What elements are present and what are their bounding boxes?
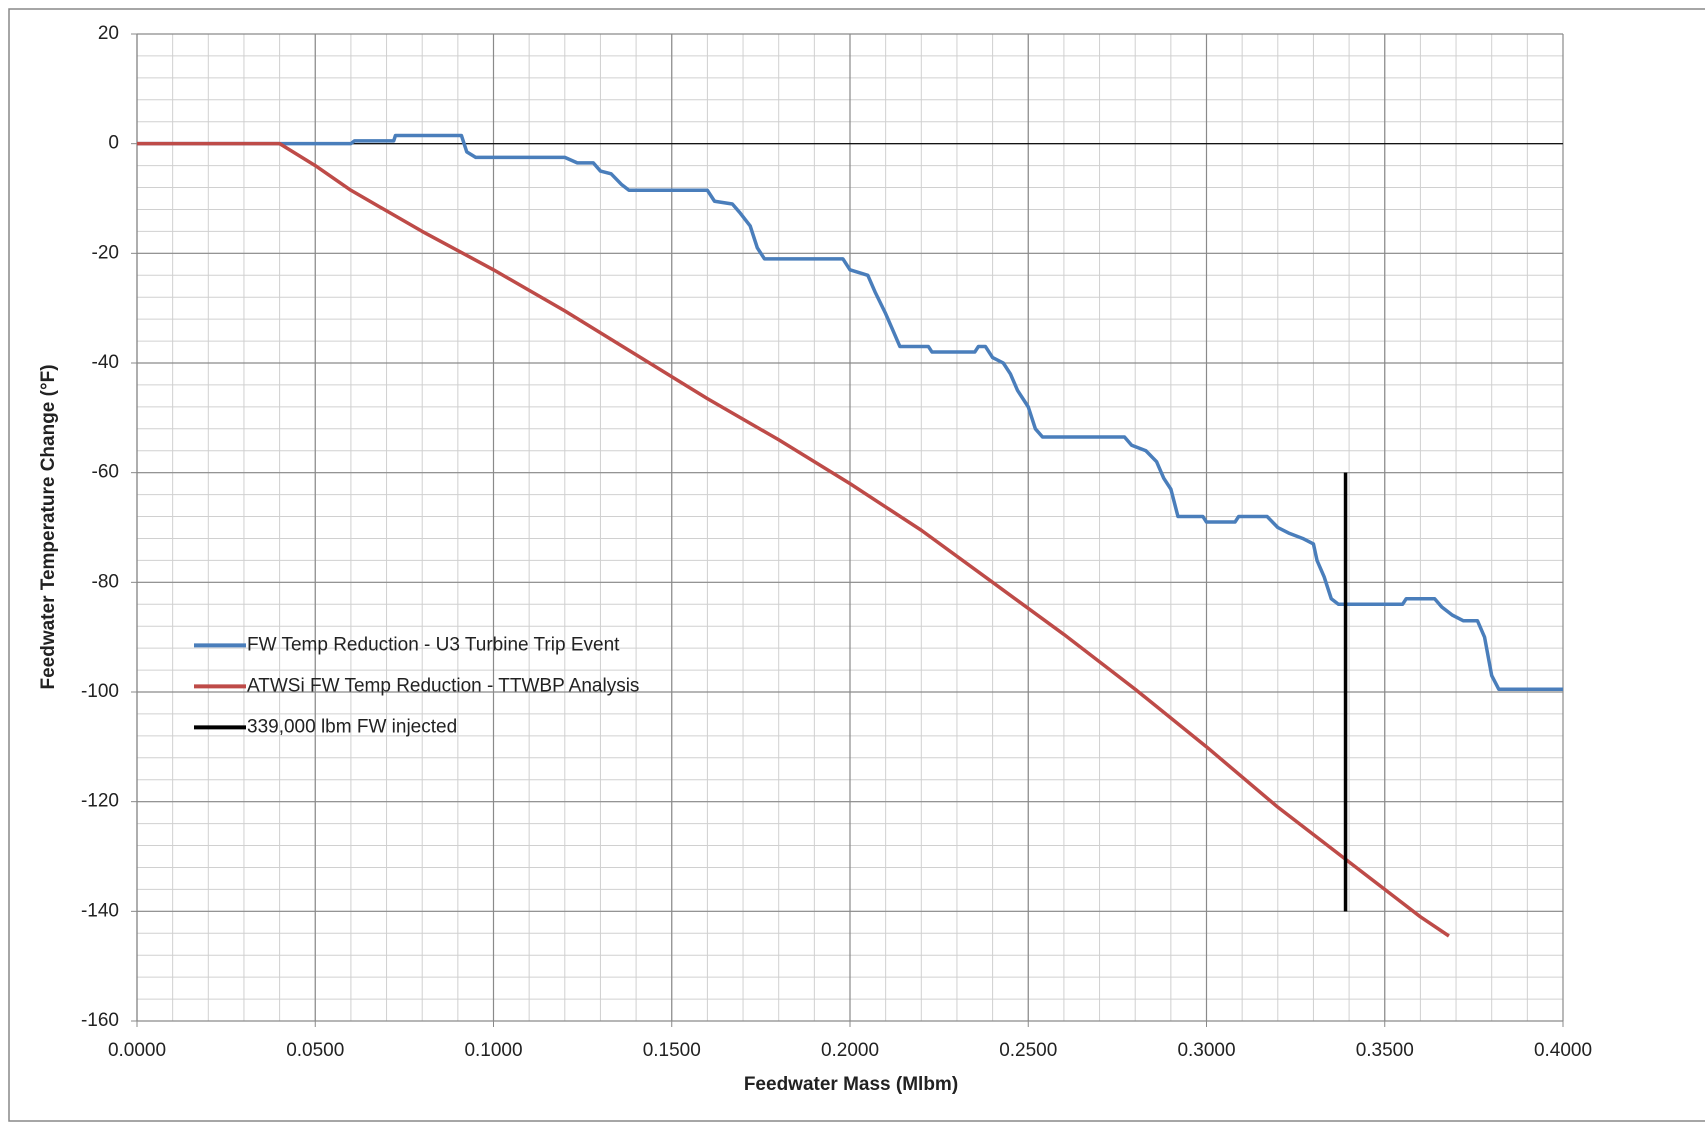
series-line: [137, 141, 1450, 938]
series-line: [137, 133, 1563, 692]
y-tick-label: -20: [92, 242, 119, 263]
x-tick-label: 0.3000: [1177, 1040, 1235, 1061]
y-tick-label: 0: [108, 133, 119, 154]
y-tick-label: -40: [92, 352, 119, 373]
x-tick-label: 0.3500: [1356, 1040, 1414, 1061]
x-tick-label: 0.2000: [821, 1040, 879, 1061]
x-axis-label: Feedwater Mass (Mlbm): [744, 1074, 958, 1095]
legend-label: FW Temp Reduction - U3 Turbine Trip Even…: [247, 634, 620, 655]
y-tick-label: -160: [81, 1010, 119, 1031]
y-tick-label: -100: [81, 681, 119, 702]
x-tick-label: 0.4000: [1534, 1040, 1592, 1061]
x-tick-label: 0.1000: [464, 1040, 522, 1061]
y-tick-label: 20: [98, 23, 119, 44]
y-axis-label: Feedwater Temperature Change (°F): [38, 364, 59, 689]
x-tick-label: 0.1500: [643, 1040, 701, 1061]
x-tick-label: 0.0000: [108, 1040, 166, 1061]
y-tick-label: -60: [92, 462, 119, 483]
y-tick-label: -80: [92, 571, 119, 592]
legend-label: ATWSi FW Temp Reduction - TTWBP Analysis: [247, 675, 639, 696]
x-tick-label: 0.2500: [999, 1040, 1057, 1061]
y-tick-label: -120: [81, 791, 119, 812]
x-tick-label: 0.0500: [286, 1040, 344, 1061]
chart-frame: [8, 8, 1705, 1122]
legend-label: 339,000 lbm FW injected: [247, 716, 457, 737]
y-tick-label: -140: [81, 900, 119, 921]
